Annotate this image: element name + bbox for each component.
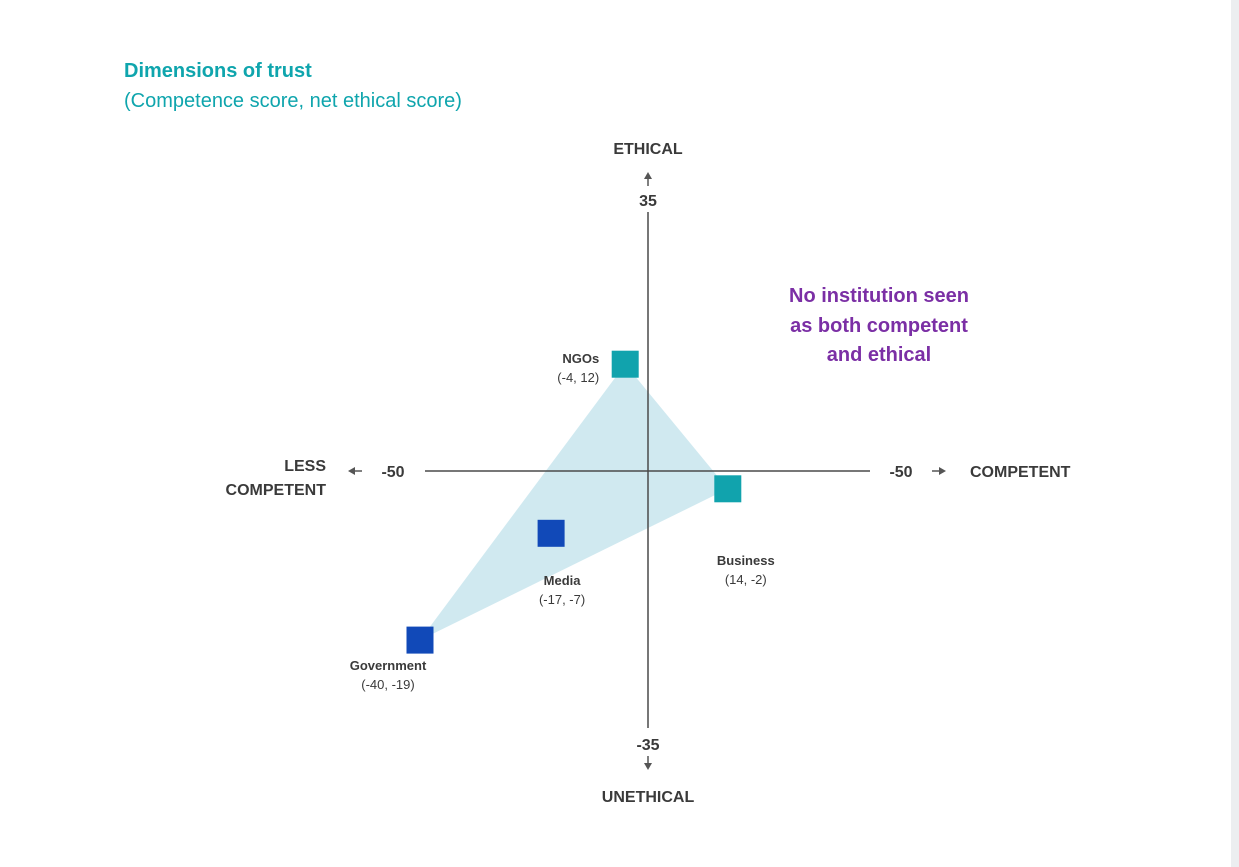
point-coord-media: (-17, -7) — [539, 592, 585, 607]
shaded-triangle — [420, 364, 728, 641]
point-coord-government: (-40, -19) — [361, 677, 414, 692]
y-axis-negative-label: UNETHICAL — [602, 789, 695, 806]
chart-subtitle: (Competence score, net ethical score) — [124, 90, 462, 112]
page-edge — [1231, 0, 1239, 867]
arrow-right-icon — [932, 467, 946, 475]
point-coord-ngos: (-4, 12) — [557, 370, 599, 385]
x-axis-negative-label-line-2: COMPETENT — [226, 482, 327, 499]
y-tick-max: 35 — [639, 193, 657, 210]
point-label-media: Media — [544, 573, 582, 588]
arrow-left-icon — [348, 467, 362, 475]
arrow-down-icon — [644, 756, 652, 770]
point-label-ngos: NGOs — [562, 351, 599, 366]
annotation-line-3: and ethical — [827, 344, 931, 366]
annotation-line-1: No institution seen — [789, 285, 969, 307]
chart-title: Dimensions of trust — [124, 60, 312, 82]
annotation-line-2: as both competent — [790, 315, 968, 337]
arrow-up-icon — [644, 172, 652, 186]
point-coord-business: (14, -2) — [725, 572, 767, 587]
point-label-business: Business — [717, 553, 775, 568]
x-axis-positive-label: COMPETENT — [970, 464, 1071, 481]
point-marker-media — [537, 519, 565, 547]
x-axis-negative-label-line-1: LESS — [284, 458, 326, 475]
point-marker-government — [406, 626, 434, 654]
x-tick-min: -50 — [381, 464, 404, 481]
y-tick-min: -35 — [636, 737, 659, 754]
point-marker-ngos — [611, 350, 639, 378]
y-axis-positive-label: ETHICAL — [613, 141, 683, 158]
point-marker-business — [714, 475, 742, 503]
point-label-government: Government — [350, 658, 427, 673]
x-tick-max: -50 — [889, 464, 912, 481]
